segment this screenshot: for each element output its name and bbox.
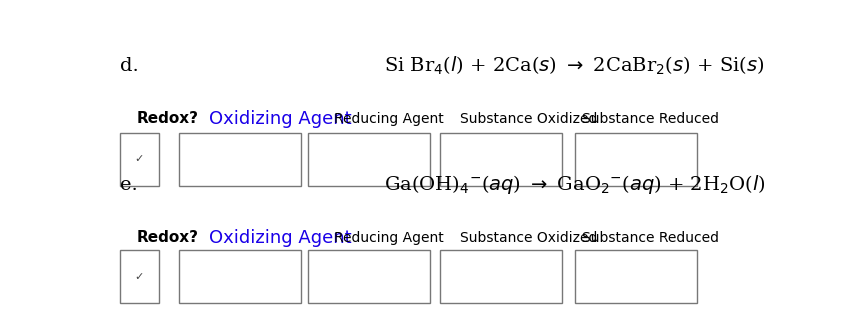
Bar <box>179 133 302 186</box>
Text: Ga(OH)$_4$$^{-}$($aq$) $\rightarrow$ GaO$_2$$^{-}$($aq$) + 2H$_2$O($l$): Ga(OH)$_4$$^{-}$($aq$) $\rightarrow$ GaO… <box>383 173 766 196</box>
Text: Redox?: Redox? <box>136 112 199 126</box>
Text: Substance Oxidized: Substance Oxidized <box>460 231 597 245</box>
Bar <box>440 250 562 303</box>
Text: ✓: ✓ <box>135 154 144 164</box>
Text: Reducing Agent: Reducing Agent <box>334 112 444 126</box>
Text: e.: e. <box>119 175 137 194</box>
Bar <box>308 133 430 186</box>
Bar <box>575 133 698 186</box>
Text: Substance Reduced: Substance Reduced <box>582 112 719 126</box>
Text: Substance Oxidized: Substance Oxidized <box>460 112 597 126</box>
Text: Oxidizing Agent: Oxidizing Agent <box>209 229 352 247</box>
Text: Oxidizing Agent: Oxidizing Agent <box>209 110 352 128</box>
Bar <box>440 133 562 186</box>
Text: Si Br$_4$($l$) + 2Ca($s$) $\rightarrow$ 2CaBr$_2$($s$) + Si($s$): Si Br$_4$($l$) + 2Ca($s$) $\rightarrow$ … <box>383 55 764 77</box>
Text: d.: d. <box>119 57 139 75</box>
Text: Reducing Agent: Reducing Agent <box>334 231 444 245</box>
Bar <box>308 250 430 303</box>
Bar <box>119 133 159 186</box>
Text: Substance Reduced: Substance Reduced <box>582 231 719 245</box>
Bar <box>575 250 698 303</box>
Text: ✓: ✓ <box>135 272 144 282</box>
Bar <box>179 250 302 303</box>
Bar <box>119 250 159 303</box>
Text: Redox?: Redox? <box>136 230 199 245</box>
